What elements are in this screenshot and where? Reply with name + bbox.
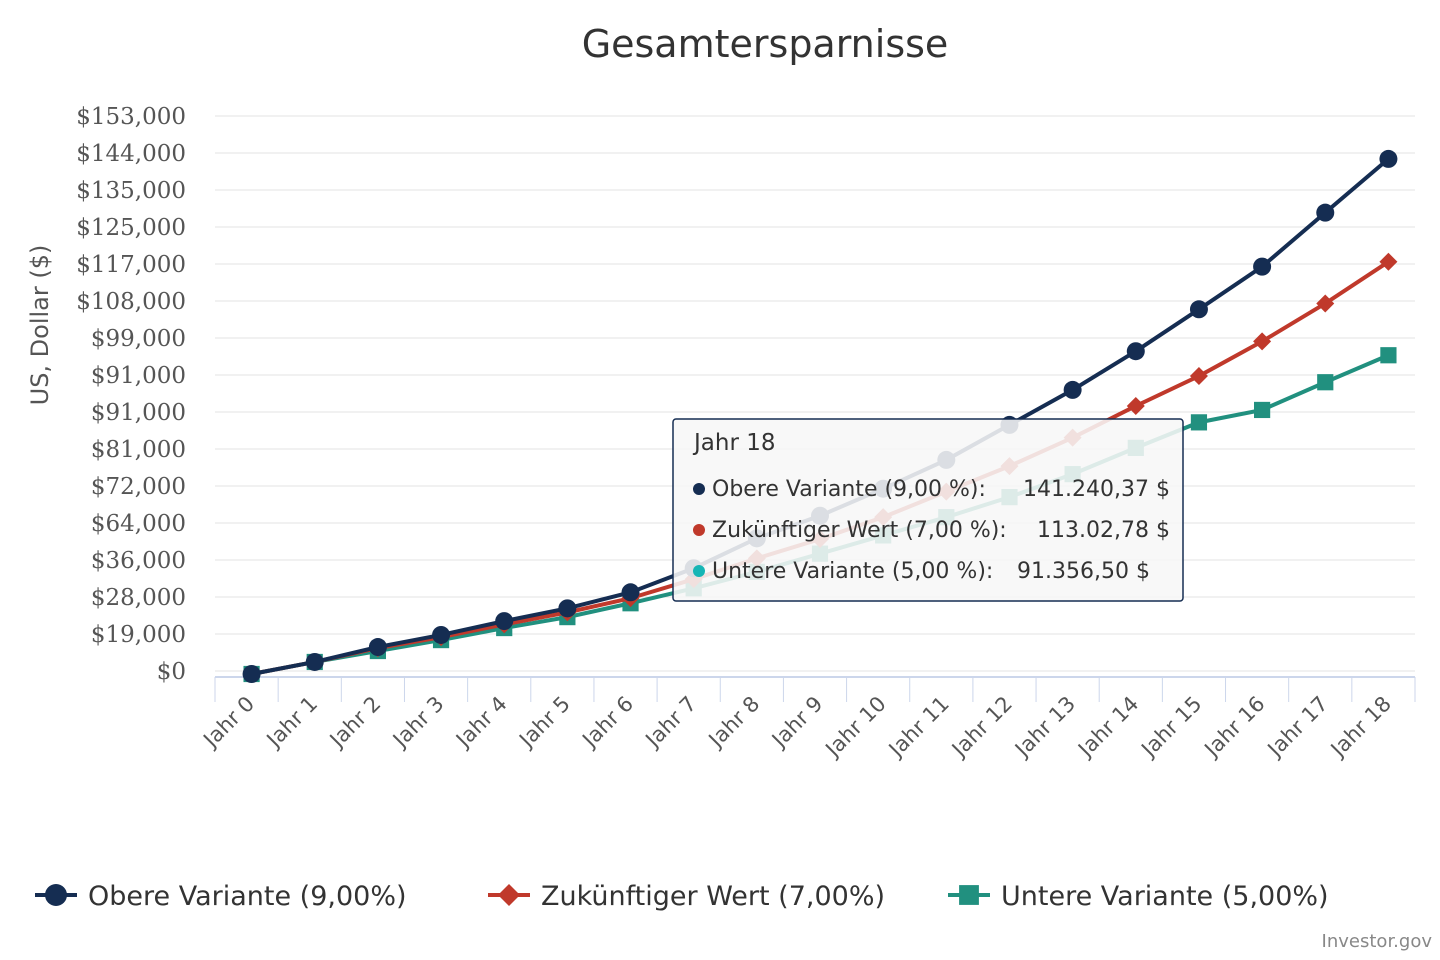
x-tick-label: Jahr 4 <box>450 692 512 754</box>
data-point <box>495 612 514 631</box>
y-tick-label: $99,000 <box>91 326 186 352</box>
data-point <box>1316 203 1335 222</box>
data-point <box>1253 332 1272 351</box>
y-tick-label: $153,000 <box>76 104 186 130</box>
y-tick-label: $19,000 <box>91 622 186 648</box>
tooltip-title: Jahr 18 <box>692 430 776 456</box>
data-point <box>1316 294 1335 313</box>
data-point <box>1126 342 1145 361</box>
x-tick-label: Jahr 7 <box>640 692 702 754</box>
data-point <box>1126 396 1145 415</box>
data-point <box>305 652 324 671</box>
data-point <box>432 625 451 644</box>
data-point <box>1254 401 1271 419</box>
data-point <box>1063 380 1082 399</box>
y-tick-label: $64,000 <box>91 511 186 537</box>
data-point <box>1380 347 1397 364</box>
y-tick-label: $91,000 <box>91 400 186 426</box>
x-tick-label: Jahr 3 <box>387 692 449 754</box>
data-point <box>1379 252 1398 271</box>
data-point <box>621 583 640 602</box>
data-point <box>1253 257 1272 276</box>
tooltip-row-label: Obere Variante (9,00 %): <box>712 477 986 502</box>
y-tick-label: $0 <box>157 659 186 685</box>
y-axis-label: US, Dollar ($) <box>26 245 54 406</box>
x-tick-label: Jahr 10 <box>820 692 891 763</box>
x-tick-label: Jahr 9 <box>766 692 828 754</box>
legend-circle-icon <box>45 884 67 906</box>
tooltip-dot-icon <box>693 483 705 495</box>
y-tick-label: $91,000 <box>91 363 186 389</box>
tooltip-dot-icon <box>693 565 705 577</box>
data-point <box>558 599 577 618</box>
tooltip-row-label: Zukünftiger Wert (7,00 %): <box>712 518 1007 543</box>
legend-label: Obere Variante (9,00%) <box>88 881 407 912</box>
x-tick-label: Jahr 8 <box>703 692 765 754</box>
x-tick-label: Jahr 12 <box>946 692 1017 763</box>
tooltip-dot-icon <box>693 524 705 536</box>
data-point <box>1190 414 1208 431</box>
legend-label: Untere Variante (5,00%) <box>1001 881 1329 912</box>
y-tick-label: $144,000 <box>76 141 186 167</box>
x-tick-label: Jahr 16 <box>1199 692 1270 763</box>
tooltip: Jahr 18 Obere Variante (9,00 %): 141.240,3… <box>672 418 1184 602</box>
x-tick-label: Jahr 14 <box>1072 692 1143 763</box>
tooltip-box <box>672 418 1184 602</box>
data-point <box>242 665 261 683</box>
y-tick-label: $81,000 <box>91 437 186 463</box>
y-tick-label: $108,000 <box>76 289 186 315</box>
x-tick-label: Jahr 11 <box>883 692 954 763</box>
y-tick-label: $28,000 <box>91 585 186 611</box>
x-tick-label: Jahr 18 <box>1325 692 1396 763</box>
legend-item[interactable]: Zukünftiger Wert (7,00%) <box>488 881 885 912</box>
x-tick-label: Jahr 5 <box>513 692 575 754</box>
y-tick-label: $135,000 <box>76 178 186 204</box>
tooltip-row-value: 113.02,78 $ <box>1037 518 1170 543</box>
tooltip-row-value: 141.240,37 $ <box>1023 477 1170 502</box>
y-tick-label: $72,000 <box>91 474 186 500</box>
data-point <box>1317 374 1334 391</box>
x-tick-label: Jahr 15 <box>1135 692 1206 763</box>
x-tick-label: Jahr 17 <box>1262 692 1333 763</box>
legend-diamond-icon <box>498 884 520 906</box>
tooltip-row-label: Untere Variante (5,00 %): <box>712 559 993 584</box>
legend-item[interactable]: Obere Variante (9,00%) <box>35 881 407 912</box>
data-point <box>368 638 387 657</box>
legend-item[interactable]: Untere Variante (5,00%) <box>948 881 1329 912</box>
y-tick-label: $125,000 <box>76 215 186 241</box>
data-point <box>1379 149 1398 168</box>
x-tick-label: Jahr 0 <box>198 692 260 754</box>
y-tick-label: $36,000 <box>91 548 186 574</box>
x-tick-label: Jahr 6 <box>577 692 639 754</box>
y-tick-label: $117,000 <box>76 252 186 278</box>
x-tick-label: Jahr 13 <box>1009 692 1080 763</box>
credit-link[interactable]: Investor.gov <box>1322 931 1433 952</box>
tooltip-row-value: 91.356,50 $ <box>1017 559 1150 584</box>
x-tick-label: Jahr 1 <box>261 692 323 754</box>
legend-square-icon <box>959 885 979 905</box>
chart-title: Gesamtersparnisse <box>582 22 949 66</box>
legend-label: Zukünftiger Wert (7,00%) <box>541 881 885 912</box>
data-point <box>1189 300 1208 319</box>
data-point <box>1189 367 1208 386</box>
x-tick-label: Jahr 2 <box>324 692 386 754</box>
